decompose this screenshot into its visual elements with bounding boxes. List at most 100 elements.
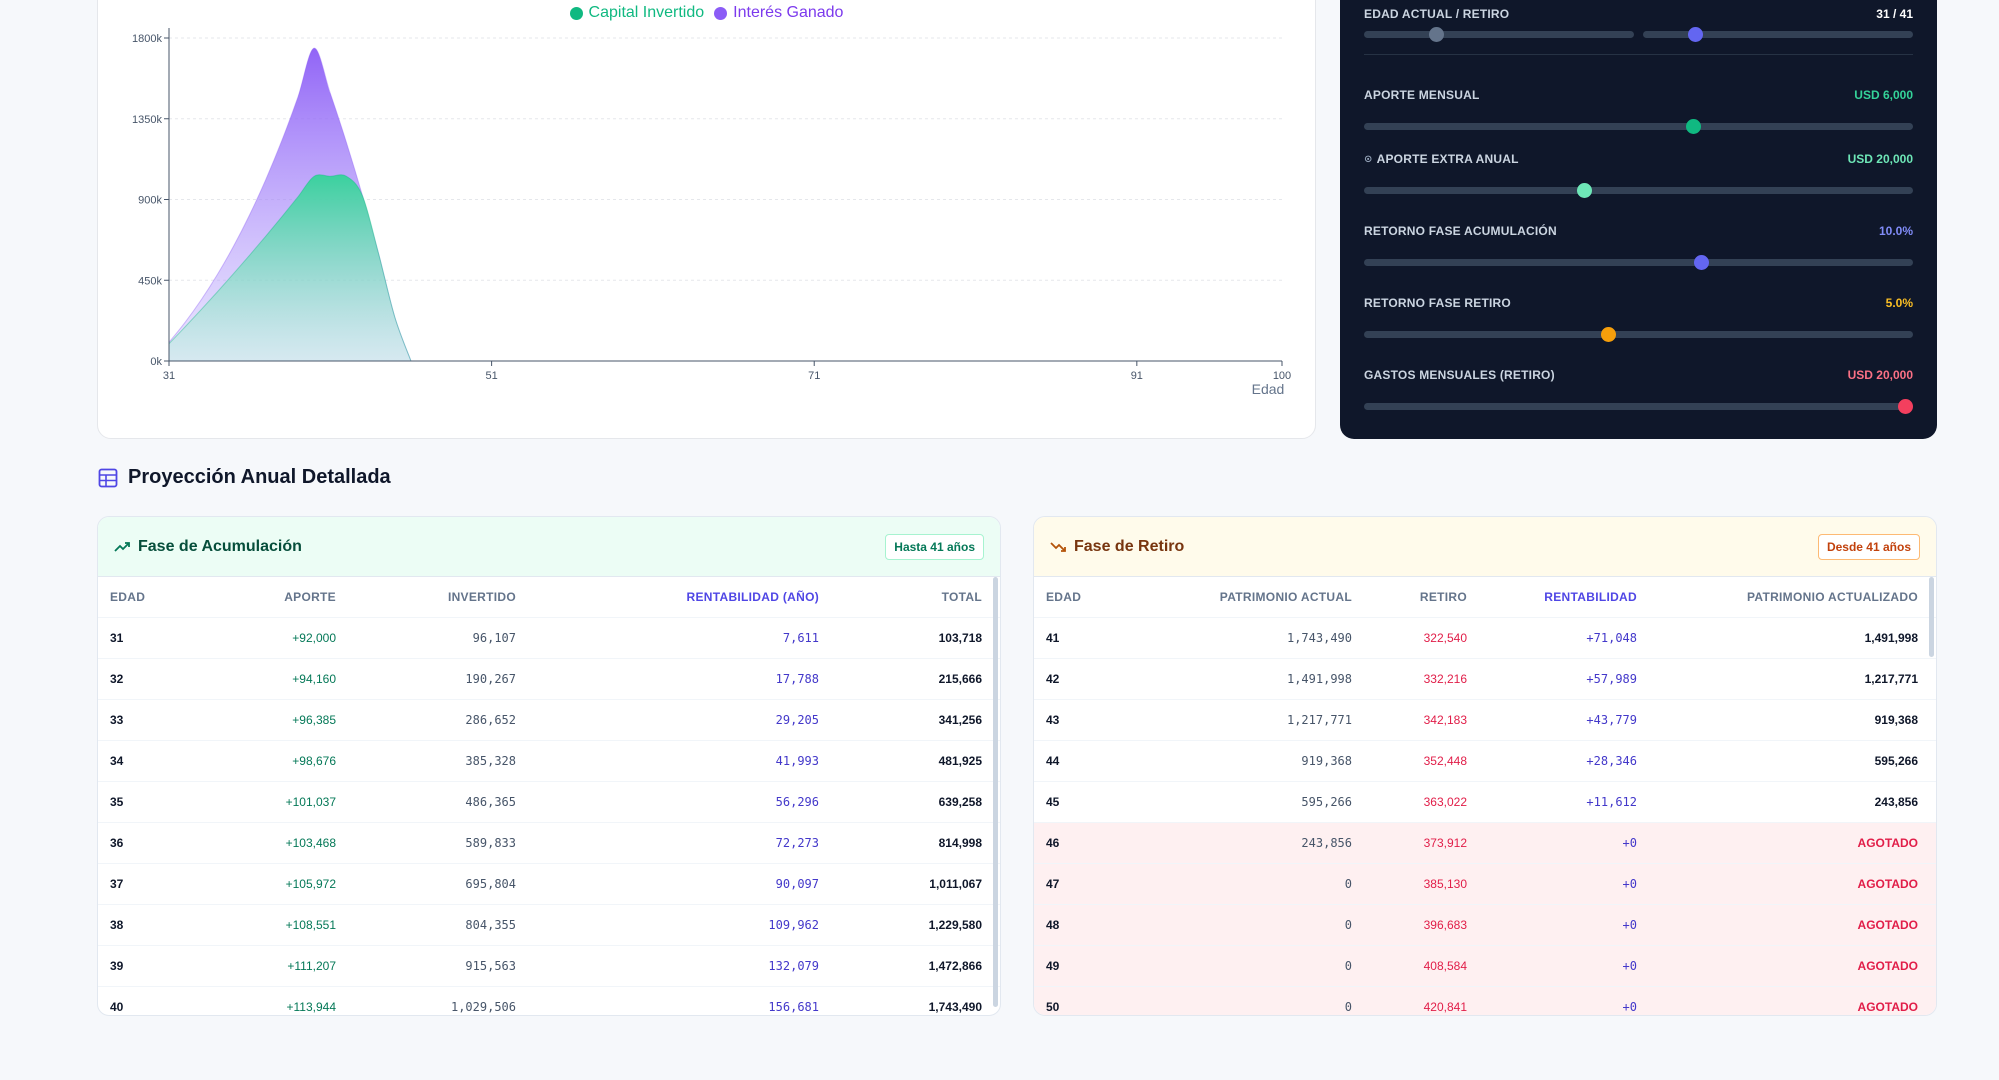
table-row: 38 +108,551 804,355 109,962 1,229,580 — [98, 903, 1000, 945]
cell-rentabilidad: 41,993 — [528, 739, 831, 781]
cell-edad: 43 — [1034, 698, 1134, 740]
monthly-slider[interactable] — [1364, 119, 1913, 134]
table-row: 34 +98,676 385,328 41,993 481,925 — [98, 739, 1000, 781]
cell-rentabilidad: +0 — [1479, 903, 1649, 945]
table-row: 33 +96,385 286,652 29,205 341,256 — [98, 698, 1000, 740]
ret-return-value: 5.0% — [1885, 296, 1913, 310]
table-icon — [98, 468, 118, 487]
cell-total: 814,998 — [831, 821, 1000, 863]
capital-area[interactable] — [168, 174, 412, 362]
cell-patrimonio-actualizado: 919,368 — [1649, 698, 1936, 740]
expenses-thumb[interactable] — [1898, 399, 1913, 414]
x-tick-label: 71 — [808, 370, 820, 382]
legend-label-interest: Interés Ganado — [733, 4, 844, 21]
cell-edad: 49 — [1034, 944, 1134, 986]
table-row: 31 +92,000 96,107 7,611 103,718 — [98, 616, 1000, 658]
retirement-badge: Desde 41 años — [1817, 533, 1920, 560]
ret-return-thumb[interactable] — [1601, 327, 1617, 342]
acc-return-slider[interactable] — [1364, 255, 1913, 270]
legend-item-capital[interactable]: Capital Invertido — [569, 4, 704, 22]
controls-divider — [1364, 54, 1913, 55]
legend-item-interest[interactable]: Interés Ganado — [714, 4, 843, 22]
col-patrimonio-actual: PATRIMONIO ACTUAL — [1219, 589, 1352, 604]
cell-total: 215,666 — [831, 657, 1000, 699]
x-tick-label: 31 — [163, 370, 175, 382]
depleted-badge: AGOTADO — [1649, 944, 1936, 986]
cell-total: 1,011,067 — [831, 862, 1000, 904]
expenses-slider[interactable] — [1364, 399, 1913, 414]
retirement-scrollbar[interactable] — [1929, 577, 1934, 657]
cell-retiro: 363,022 — [1364, 780, 1479, 822]
retirement-age-slider[interactable] — [1643, 27, 1913, 42]
cell-patrimonio-actual: 1,217,771 — [1134, 698, 1364, 740]
cell-rentabilidad: 29,205 — [528, 698, 831, 740]
accumulation-table: EDAD APORTE INVERTIDO RENTABILIDAD (AÑO)… — [98, 577, 1000, 1015]
col-patrimonio-actualizado: PATRIMONIO ACTUALIZADO — [1746, 589, 1918, 604]
ret-return-slider[interactable] — [1364, 327, 1913, 342]
cell-edad: 34 — [98, 739, 198, 781]
cell-invertido: 190,267 — [348, 657, 528, 699]
acc-return-thumb[interactable] — [1693, 255, 1709, 270]
col-edad: EDAD — [110, 589, 146, 604]
monthly-value: USD 6,000 — [1854, 88, 1913, 102]
cell-edad: 45 — [1034, 780, 1134, 822]
table-row: 37 +105,972 695,804 90,097 1,011,067 — [98, 862, 1000, 904]
ret-return-control: RETORNO FASE RETIRO 5.0% — [1364, 296, 1913, 310]
monthly-label: APORTE MENSUAL — [1364, 88, 1480, 102]
retirement-table-card: Fase de Retiro Desde 41 años EDAD PATRIM… — [1033, 516, 1937, 1016]
col-invertido: INVERTIDO — [447, 589, 516, 604]
retirement-age-thumb[interactable] — [1688, 27, 1703, 42]
age-value: 31 / 41 — [1876, 7, 1913, 21]
table-row: 40 +113,944 1,029,506 156,681 1,743,490 — [98, 985, 1000, 1015]
cell-edad: 38 — [98, 903, 198, 945]
table-row: 42 1,491,998 332,216 +57,989 1,217,771 — [1034, 657, 1936, 699]
trending-down-icon — [1050, 541, 1066, 552]
cell-rentabilidad: 109,962 — [528, 903, 831, 945]
current-age-slider[interactable] — [1364, 27, 1634, 42]
cell-rentabilidad: +43,779 — [1479, 698, 1649, 740]
cell-rentabilidad: 156,681 — [528, 985, 831, 1015]
x-axis-title: Edad — [1252, 381, 1285, 397]
extra-thumb[interactable] — [1576, 183, 1592, 198]
section-title-text: Proyección Anual Detallada — [128, 466, 391, 488]
cell-retiro: 322,540 — [1364, 616, 1479, 658]
cell-aporte: +94,160 — [198, 657, 348, 699]
chart-legend: Capital Invertido Interés Ganado — [98, 4, 1315, 22]
current-age-thumb[interactable] — [1429, 27, 1444, 42]
retirement-header: Fase de Retiro Desde 41 años — [1034, 517, 1936, 577]
cell-total: 1,743,490 — [831, 985, 1000, 1015]
cell-edad: 42 — [1034, 657, 1134, 699]
cell-aporte: +108,551 — [198, 903, 348, 945]
cell-edad: 40 — [98, 985, 198, 1015]
cell-invertido: 915,563 — [348, 944, 528, 986]
cell-retiro: 420,841 — [1364, 985, 1479, 1015]
col-edad: EDAD — [1046, 589, 1082, 604]
monthly-thumb[interactable] — [1686, 119, 1702, 134]
cell-edad: 37 — [98, 862, 198, 904]
monthly-control: APORTE MENSUAL USD 6,000 — [1364, 88, 1913, 102]
col-retiro: RETIRO — [1419, 589, 1467, 604]
cell-edad: 46 — [1034, 821, 1134, 863]
extra-slider[interactable] — [1364, 183, 1913, 198]
cell-retiro: 373,912 — [1364, 821, 1479, 863]
cell-rentabilidad: 7,611 — [528, 616, 831, 658]
acc-return-control: RETORNO FASE ACUMULACIÓN 10.0% — [1364, 224, 1913, 238]
cell-total: 639,258 — [831, 780, 1000, 822]
cell-edad: 48 — [1034, 903, 1134, 945]
accumulation-table-card: Fase de Acumulación Hasta 41 años EDAD A… — [97, 516, 1001, 1016]
table-row: 48 0 396,683 +0 AGOTADO — [1034, 903, 1936, 945]
ret-return-label: RETORNO FASE RETIRO — [1364, 296, 1511, 310]
accumulation-scrollbar[interactable] — [993, 577, 998, 1007]
cell-patrimonio-actualizado: 1,491,998 — [1649, 616, 1936, 658]
y-tick-label: 1350k — [132, 114, 162, 126]
cell-aporte: +113,944 — [198, 985, 348, 1015]
y-tick-label: 0k — [150, 356, 162, 368]
cell-patrimonio-actual: 919,368 — [1134, 739, 1364, 781]
x-tick-label: 100 — [1273, 370, 1291, 382]
table-header-row: EDAD APORTE INVERTIDO RENTABILIDAD (AÑO)… — [98, 577, 1000, 617]
cell-edad: 44 — [1034, 739, 1134, 781]
cell-rentabilidad: +57,989 — [1479, 657, 1649, 699]
cell-total: 1,472,866 — [831, 944, 1000, 986]
table-row: 46 243,856 373,912 +0 AGOTADO — [1034, 821, 1936, 863]
accumulation-badge: Hasta 41 años — [885, 533, 984, 560]
